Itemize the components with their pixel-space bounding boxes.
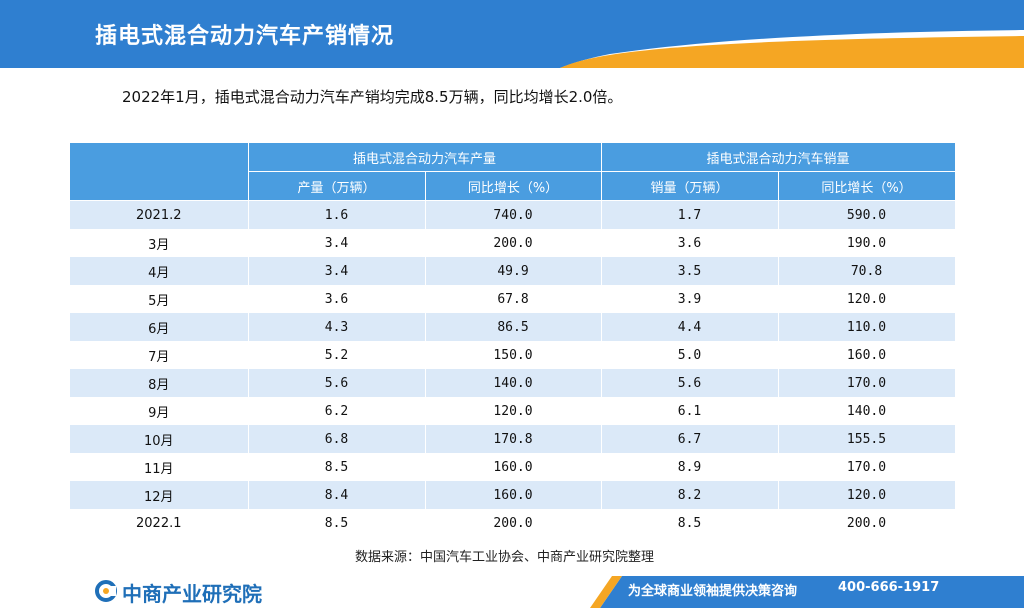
period-cell: 4月 xyxy=(70,257,249,285)
header-background xyxy=(0,0,1024,68)
sales-cell: 3.6 xyxy=(601,229,779,257)
header-banner: 插电式混合动力汽车产销情况 xyxy=(0,0,1024,68)
production-cell: 3.4 xyxy=(248,229,426,257)
sales-cell: 5.6 xyxy=(601,369,779,397)
production-growth-cell: 200.0 xyxy=(425,509,602,537)
sales-growth-cell: 190.0 xyxy=(778,229,956,257)
summary-text: 2022年1月，插电式混合动力汽车产销均完成8.5万辆，同比均增长2.0倍。 xyxy=(122,88,623,106)
sales-growth-cell: 170.0 xyxy=(778,453,956,481)
sales-growth-cell: 590.0 xyxy=(778,200,956,229)
production-growth-cell: 86.5 xyxy=(425,313,602,341)
production-cell: 4.3 xyxy=(248,313,426,341)
sales-growth-cell: 120.0 xyxy=(778,481,956,509)
period-cell: 2022.1 xyxy=(70,509,249,537)
table-row: 7月 5.2 150.0 5.0 160.0 xyxy=(70,341,956,369)
sales-growth-cell: 200.0 xyxy=(778,509,956,537)
sales-growth-cell: 155.5 xyxy=(778,425,956,453)
sales-growth-column-header: 同比增长（%） xyxy=(778,171,956,201)
table-row: 3月 3.4 200.0 3.6 190.0 xyxy=(70,229,956,257)
sales-cell: 8.5 xyxy=(601,509,779,537)
sales-cell: 3.5 xyxy=(601,257,779,285)
table-row: 9月 6.2 120.0 6.1 140.0 xyxy=(70,397,956,425)
sales-cell: 5.0 xyxy=(601,341,779,369)
sales-growth-cell: 140.0 xyxy=(778,397,956,425)
sales-cell: 8.2 xyxy=(601,481,779,509)
period-header xyxy=(70,143,249,201)
production-growth-cell: 160.0 xyxy=(425,481,602,509)
company-logo-text: 中商产业研究院 xyxy=(122,582,262,606)
period-cell: 11月 xyxy=(70,453,249,481)
production-growth-cell: 140.0 xyxy=(425,369,602,397)
production-cell: 8.5 xyxy=(248,453,426,481)
table-header-row: 产量（万辆） 同比增长（%） 销量（万辆） 同比增长（%） xyxy=(70,171,956,201)
table-row: 8月 5.6 140.0 5.6 170.0 xyxy=(70,369,956,397)
sales-growth-cell: 70.8 xyxy=(778,257,956,285)
sales-cell: 1.7 xyxy=(601,200,779,229)
table-row: 2022.1 8.5 200.0 8.5 200.0 xyxy=(70,509,956,537)
production-growth-column-header: 同比增长（%） xyxy=(425,171,602,201)
table-row: 5月 3.6 67.8 3.9 120.0 xyxy=(70,285,956,313)
footer-slogan: 为全球商业领袖提供决策咨询 xyxy=(628,584,798,599)
production-cell: 8.4 xyxy=(248,481,426,509)
production-cell: 8.5 xyxy=(248,509,426,537)
sales-column-header: 销量（万辆） xyxy=(601,171,779,201)
period-cell: 5月 xyxy=(70,285,249,313)
source-note: 数据来源：中国汽车工业协会、中商产业研究院整理 xyxy=(355,550,655,565)
footer-background xyxy=(0,572,1024,608)
production-cell: 5.2 xyxy=(248,341,426,369)
sales-growth-cell: 170.0 xyxy=(778,369,956,397)
period-cell: 10月 xyxy=(70,425,249,453)
production-group-header: 插电式混合动力汽车产量 xyxy=(248,143,602,172)
table-row: 2021.2 1.6 740.0 1.7 590.0 xyxy=(70,200,956,229)
period-cell: 7月 xyxy=(70,341,249,369)
table-row: 11月 8.5 160.0 8.9 170.0 xyxy=(70,453,956,481)
period-cell: 12月 xyxy=(70,481,249,509)
footer-banner xyxy=(0,572,1024,608)
table-row: 10月 6.8 170.8 6.7 155.5 xyxy=(70,425,956,453)
production-cell: 6.8 xyxy=(248,425,426,453)
production-growth-cell: 120.0 xyxy=(425,397,602,425)
production-cell: 6.2 xyxy=(248,397,426,425)
production-growth-cell: 67.8 xyxy=(425,285,602,313)
table-row: 12月 8.4 160.0 8.2 120.0 xyxy=(70,481,956,509)
sales-group-header: 插电式混合动力汽车销量 xyxy=(601,143,956,172)
production-growth-cell: 740.0 xyxy=(425,200,602,229)
production-cell: 5.6 xyxy=(248,369,426,397)
period-cell: 9月 xyxy=(70,397,249,425)
sales-cell: 4.4 xyxy=(601,313,779,341)
production-growth-cell: 150.0 xyxy=(425,341,602,369)
page-title: 插电式混合动力汽车产销情况 xyxy=(95,24,395,49)
sales-growth-cell: 160.0 xyxy=(778,341,956,369)
production-cell: 1.6 xyxy=(248,200,426,229)
table-body: 2021.2 1.6 740.0 1.7 590.0 3月 3.4 200.0 3.6 190.0… xyxy=(70,200,956,537)
sales-cell: 3.9 xyxy=(601,285,779,313)
table-row: 6月 4.3 86.5 4.4 110.0 xyxy=(70,313,956,341)
production-growth-cell: 200.0 xyxy=(425,229,602,257)
footer-phone: 400-666-1917 xyxy=(838,580,940,595)
table-header-group-row: 插电式混合动力汽车产量 插电式混合动力汽车销量 xyxy=(70,143,956,201)
sales-cell: 8.9 xyxy=(601,453,779,481)
production-cell: 3.6 xyxy=(248,285,426,313)
sales-growth-cell: 110.0 xyxy=(778,313,956,341)
production-growth-cell: 170.8 xyxy=(425,425,602,453)
data-table: 插电式混合动力汽车产量 插电式混合动力汽车销量 产量（万辆） 同比增长（%） 销… xyxy=(70,143,956,537)
production-column-header: 产量（万辆） xyxy=(248,171,426,201)
sales-growth-cell: 120.0 xyxy=(778,285,956,313)
production-cell: 3.4 xyxy=(248,257,426,285)
sales-cell: 6.7 xyxy=(601,425,779,453)
table-row: 4月 3.4 49.9 3.5 70.8 xyxy=(70,257,956,285)
sales-cell: 6.1 xyxy=(601,397,779,425)
period-cell: 6月 xyxy=(70,313,249,341)
period-cell: 8月 xyxy=(70,369,249,397)
period-cell: 3月 xyxy=(70,229,249,257)
company-logo-icon xyxy=(95,580,117,602)
production-growth-cell: 160.0 xyxy=(425,453,602,481)
production-growth-cell: 49.9 xyxy=(425,257,602,285)
period-cell: 2021.2 xyxy=(70,200,249,229)
